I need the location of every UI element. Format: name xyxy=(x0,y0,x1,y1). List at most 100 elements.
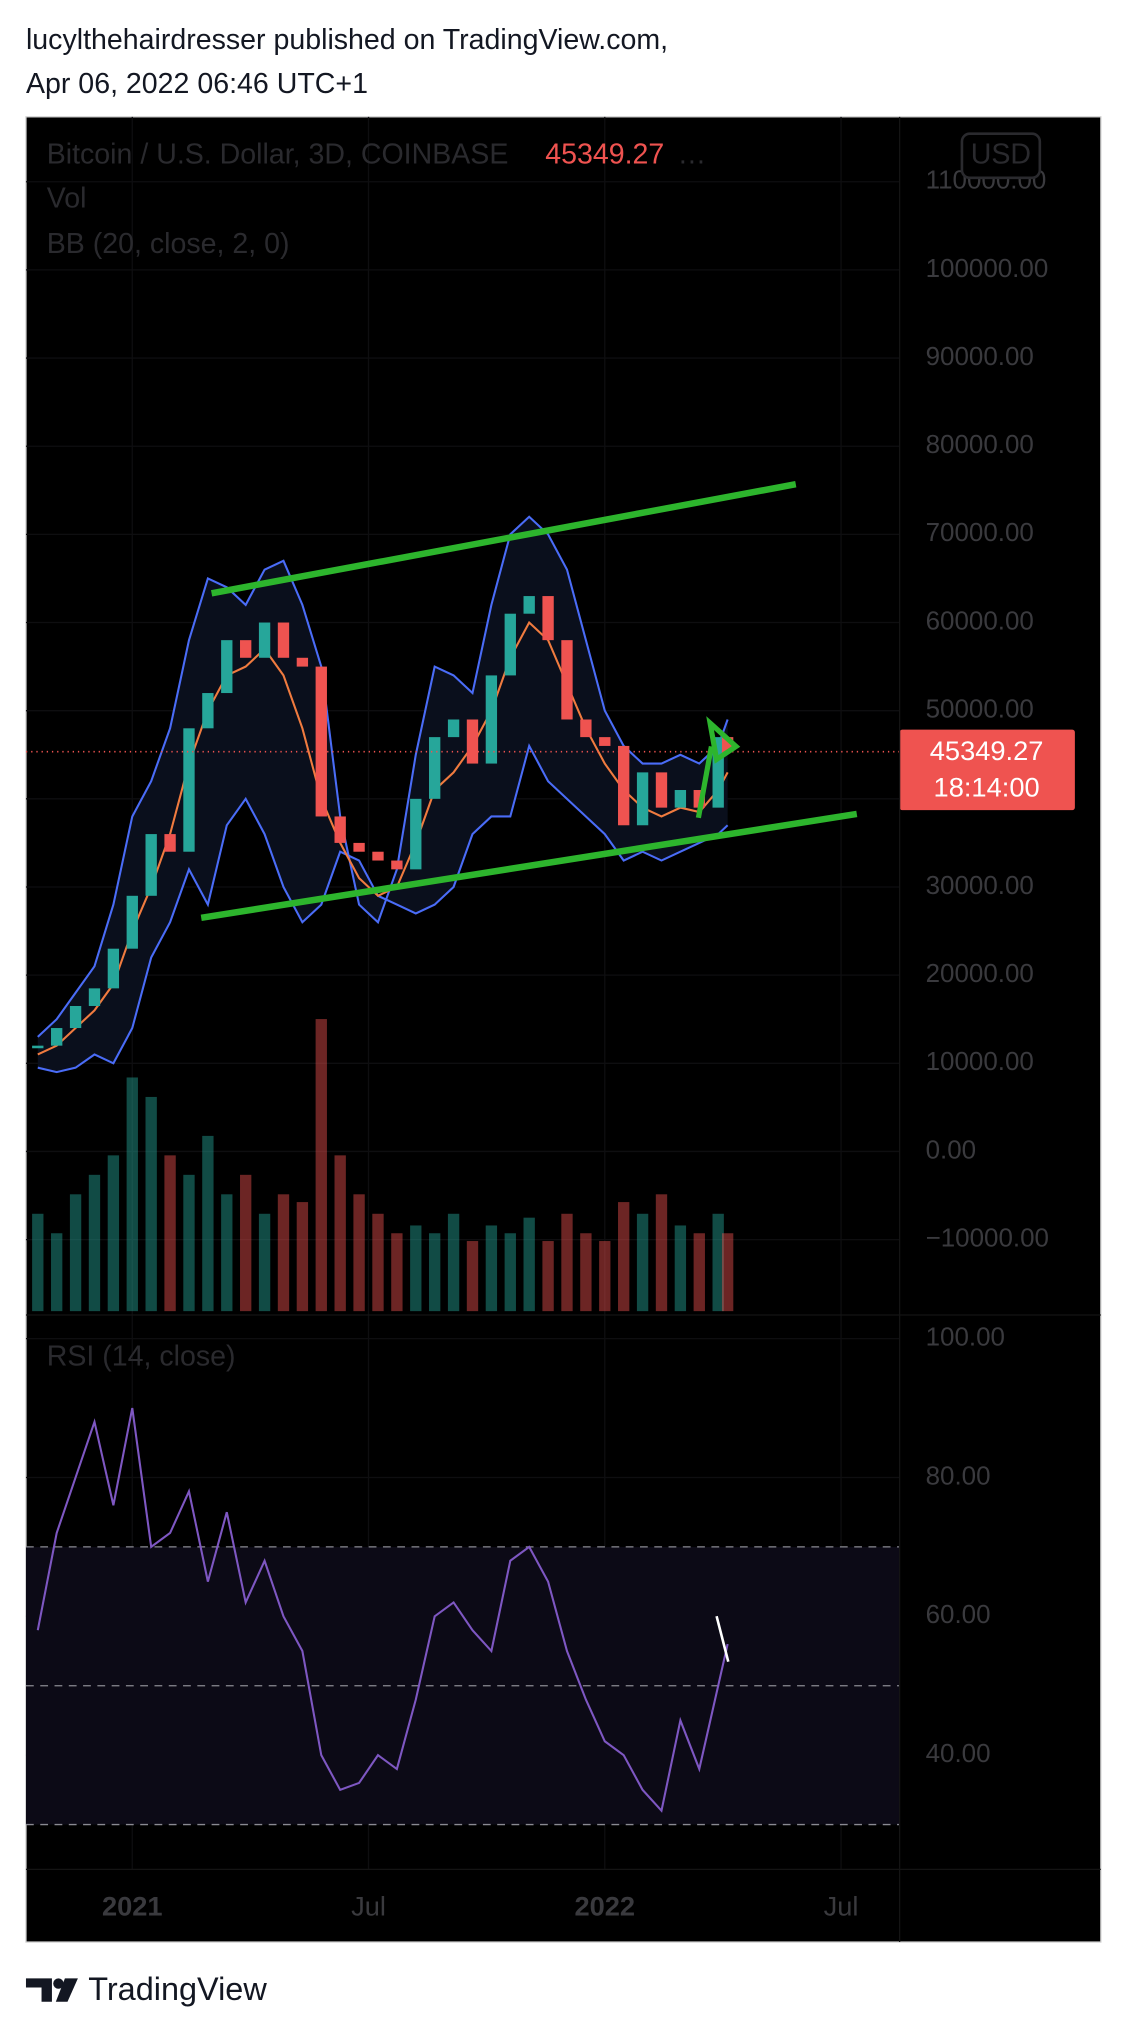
candle xyxy=(504,613,516,676)
candle xyxy=(599,737,611,746)
candle xyxy=(51,1028,63,1046)
candle xyxy=(542,596,554,641)
candle xyxy=(561,640,573,720)
volume-bar xyxy=(315,1019,327,1312)
volume-bar xyxy=(561,1213,573,1312)
trend-line xyxy=(211,481,797,597)
last-price-box xyxy=(899,729,1075,811)
candle xyxy=(410,798,422,870)
y-tick-label: 20000.00 xyxy=(926,958,1034,988)
y-tick-label: 0.00 xyxy=(926,1134,977,1164)
candle xyxy=(429,737,441,799)
x-tick-label: Jul xyxy=(824,1890,859,1921)
volume-bar xyxy=(145,1096,157,1312)
volume-bar xyxy=(447,1213,460,1312)
volume-bar xyxy=(504,1233,516,1312)
volume-bar xyxy=(107,1155,120,1312)
volume-bar xyxy=(429,1233,441,1312)
volume-bar xyxy=(542,1241,554,1312)
y-tick-label: 100.00 xyxy=(926,1321,1005,1351)
volume-bar xyxy=(410,1225,422,1312)
y-tick-label: 10000.00 xyxy=(926,1046,1034,1076)
candle xyxy=(618,745,630,826)
volume-bar xyxy=(258,1213,271,1312)
candle xyxy=(655,772,668,808)
drawings xyxy=(200,481,858,1662)
volume-bar xyxy=(636,1213,649,1312)
currency-button-label[interactable]: USD xyxy=(971,138,1031,170)
volume-bar xyxy=(655,1194,668,1312)
logo-mark xyxy=(25,1978,52,2002)
currency-button-box[interactable] xyxy=(960,132,1042,180)
currency-button[interactable]: USD xyxy=(960,132,1042,180)
candle xyxy=(126,895,138,949)
y-tick-label: 60000.00 xyxy=(926,605,1034,635)
candle xyxy=(721,737,734,752)
y-tick-label: 90000.00 xyxy=(926,341,1034,371)
volume-bar xyxy=(221,1194,233,1312)
candle xyxy=(334,816,346,843)
y-tick-label: 60.00 xyxy=(926,1599,991,1629)
volume-bar xyxy=(372,1213,384,1312)
triangle-drawing xyxy=(706,716,741,764)
volume-legend: Vol xyxy=(47,182,87,214)
rsi-line xyxy=(36,1407,729,1813)
y-tick-label: 70000.00 xyxy=(926,517,1034,547)
candle xyxy=(353,842,365,852)
candle xyxy=(69,1005,82,1029)
volume-bar xyxy=(51,1233,63,1312)
candle xyxy=(258,622,271,658)
footer-brand: TradingView xyxy=(88,1971,267,2007)
symbol-title: Bitcoin / U.S. Dollar, 3D, COINBASE xyxy=(47,138,509,170)
y-tick-label: 40.00 xyxy=(926,1738,991,1768)
volume-bar xyxy=(32,1213,44,1312)
volume-bar xyxy=(277,1194,290,1312)
y-tick-label: 50000.00 xyxy=(926,694,1034,724)
volume-bar xyxy=(580,1233,592,1312)
volume-bar xyxy=(240,1174,252,1312)
trend-line xyxy=(200,810,858,922)
volume-bar xyxy=(599,1241,611,1312)
logo-mark xyxy=(55,1978,78,2002)
y-tick-label: 80.00 xyxy=(926,1460,991,1490)
x-tick-label: 2022 xyxy=(574,1890,635,1921)
y-tick-label: −10000.00 xyxy=(926,1222,1049,1252)
rsi-drawing xyxy=(715,1615,730,1662)
footer-logo xyxy=(25,1978,78,2002)
publish-date: Apr 06, 2022 06:46 UTC+1 xyxy=(26,68,368,100)
volume-bar xyxy=(126,1077,138,1312)
candle xyxy=(466,719,479,764)
candle xyxy=(580,719,592,738)
candle xyxy=(145,834,157,896)
candle xyxy=(391,860,403,870)
x-tick-label: 2021 xyxy=(102,1890,163,1921)
volume-bar xyxy=(466,1241,479,1312)
candle xyxy=(296,657,309,667)
volume-bar xyxy=(523,1217,535,1312)
volume-bar xyxy=(391,1233,403,1312)
trend-line xyxy=(695,745,714,819)
volume-bar xyxy=(202,1135,214,1312)
volume-bar xyxy=(164,1155,176,1312)
volume-bar xyxy=(693,1233,705,1312)
candle xyxy=(107,948,120,989)
candle xyxy=(523,596,535,614)
bb-lower xyxy=(37,743,729,1074)
volume-bar xyxy=(353,1194,365,1312)
rsi-legend: RSI (14, close) xyxy=(47,1340,236,1372)
volume-bar xyxy=(712,1213,724,1312)
bb-upper xyxy=(37,515,729,1038)
candle xyxy=(277,622,290,658)
candle xyxy=(240,640,252,658)
candle xyxy=(164,834,176,852)
chart-layer: 2021 Jul 2022 Jul −10000.00 0.00 10000.00 20000… xyxy=(25,116,1075,1921)
volume-bar xyxy=(721,1233,734,1312)
candle xyxy=(485,675,498,764)
y-tick-label: 100000.00 xyxy=(926,253,1049,283)
candle xyxy=(372,851,384,861)
ellipsis: … xyxy=(678,138,707,170)
candle xyxy=(202,693,214,729)
candle xyxy=(221,640,233,694)
candle xyxy=(447,719,460,738)
